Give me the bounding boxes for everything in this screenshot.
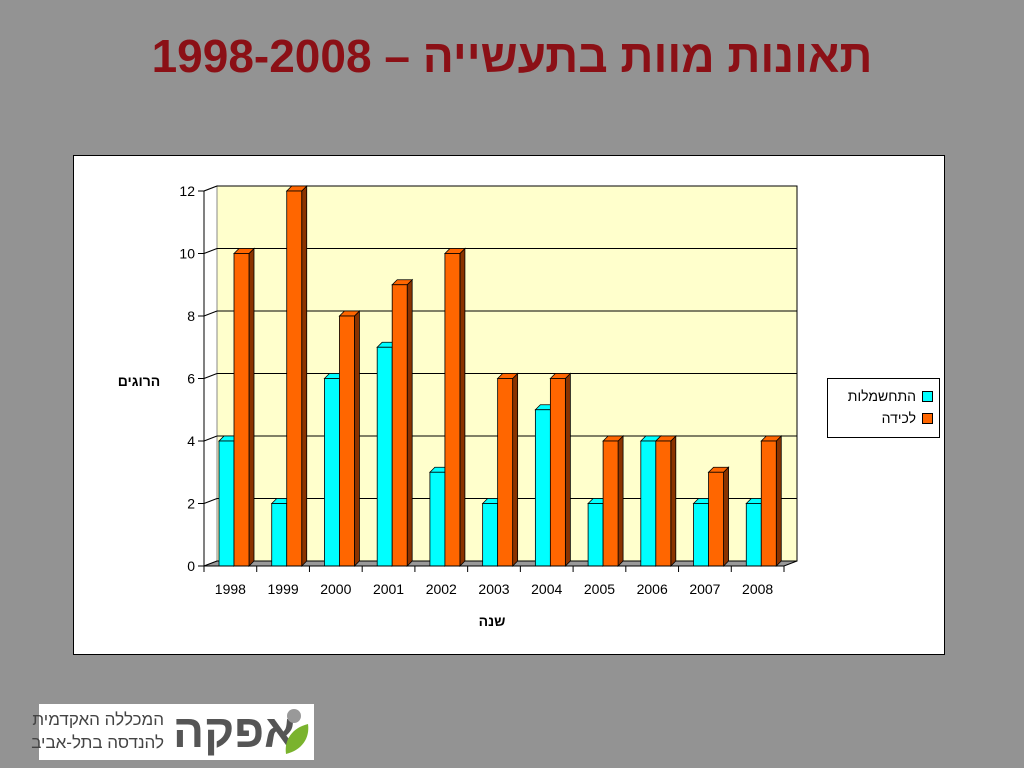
y-tick-label: 12: [179, 183, 195, 199]
bar-front: [271, 503, 288, 567]
gridline-side: [203, 185, 218, 192]
gridline-side: [203, 498, 218, 504]
x-tick-label: 2000: [320, 581, 351, 597]
bar-entrapment-2004: [549, 372, 572, 567]
x-tick-label: 2004: [531, 581, 562, 597]
bar-side: [406, 278, 413, 567]
legend-swatch-entrapment: [922, 412, 933, 424]
bar-front: [497, 378, 514, 567]
bar-entrapment-2008: [760, 435, 783, 567]
bar-front: [534, 409, 551, 567]
bar-side: [459, 247, 466, 567]
bar-front: [549, 378, 566, 567]
x-tick-label: 2006: [637, 581, 668, 597]
bar-side: [670, 435, 677, 567]
x-tick-label: 2002: [426, 581, 457, 597]
y-axis-label: הרוגים: [118, 373, 161, 389]
bar-entrapment-2000: [338, 310, 361, 567]
gridline-side: [203, 435, 218, 442]
legend-label-electrocution: התחשמלות: [847, 388, 916, 404]
bar-entrapment-2003: [496, 372, 519, 567]
y-tick-label: 8: [187, 308, 195, 324]
bar-entrapment-1999: [285, 185, 308, 567]
logo-brand: אפקה: [173, 705, 296, 757]
bar-side: [248, 247, 255, 567]
bar-front: [745, 503, 762, 567]
bar-front: [376, 346, 393, 567]
x-tick-label: 2003: [478, 581, 509, 597]
y-tick-label: 10: [179, 246, 195, 262]
bar-front: [655, 440, 672, 567]
bar-front: [640, 440, 657, 567]
x-tick-label: 2005: [584, 581, 615, 597]
x-tick-label: 1998: [215, 581, 246, 597]
bar-front: [286, 190, 303, 567]
legend-swatch-electrocution: [922, 390, 933, 402]
bar-front: [444, 253, 461, 567]
bar-front: [391, 284, 408, 567]
bar-side: [723, 466, 729, 567]
bar-entrapment-1998: [233, 247, 255, 567]
bar-front: [760, 440, 777, 567]
logo-line-2: להנדסה בתל-אביב: [31, 733, 164, 752]
bar-front: [587, 503, 604, 567]
x-tick-label: 1999: [268, 581, 299, 597]
bar-front: [339, 315, 355, 567]
legend: התחשמלות לכידה: [827, 378, 940, 438]
x-tick-label: 2001: [373, 581, 404, 597]
bar-side: [512, 372, 519, 567]
bar-side: [564, 372, 571, 567]
bar-side: [354, 310, 360, 567]
bar-side: [301, 185, 308, 567]
bar-front: [218, 440, 235, 567]
bar-front: [602, 440, 619, 567]
legend-label-entrapment: לכידה: [881, 410, 916, 426]
y-tick-label: 4: [187, 433, 195, 449]
bar-entrapment-2001: [391, 278, 414, 567]
logo-line-1: המכללה האקדמית: [32, 710, 164, 729]
bar-entrapment-2002: [443, 247, 466, 567]
legend-item-entrapment: לכידה: [834, 407, 933, 429]
legend-item-electrocution: התחשמלות: [834, 385, 933, 407]
gridline-side: [203, 310, 218, 317]
college-logo: המכללה האקדמית להנדסה בתל-אביב אפקה: [31, 704, 314, 760]
bar-side: [775, 435, 782, 567]
y-tick-label: 6: [187, 371, 195, 387]
x-tick-label: 2008: [742, 581, 773, 597]
bar-front: [233, 253, 250, 567]
bar-front: [708, 471, 724, 567]
y-tick-label: 0: [187, 558, 195, 574]
bar-entrapment-2005: [602, 435, 625, 567]
bar-front: [429, 471, 446, 567]
x-axis-label: שנה: [479, 613, 506, 629]
gridline-side: [203, 373, 218, 379]
bar-front: [693, 503, 709, 567]
chart-frame: 0 2 4 6 8 10 12 1998 1999 2000 2001 2002 2003 2004 200…: [73, 155, 945, 655]
page-title: תאונות מוות בתעשייה – 1998-2008: [151, 30, 873, 82]
y-tick-label: 2: [187, 496, 195, 512]
bar-side: [617, 435, 624, 567]
bar-front: [324, 378, 340, 567]
bar-chart: 0 2 4 6 8 10 12 1998 1999 2000 2001 2002 2003 2004 200…: [118, 183, 798, 629]
x-tick-label: 2007: [689, 581, 720, 597]
leaf-icon: [285, 709, 309, 754]
bar-front: [482, 503, 499, 567]
bar-entrapment-2007: [707, 466, 730, 567]
gridline-side: [203, 248, 218, 254]
bar-entrapment-2006: [654, 435, 677, 567]
